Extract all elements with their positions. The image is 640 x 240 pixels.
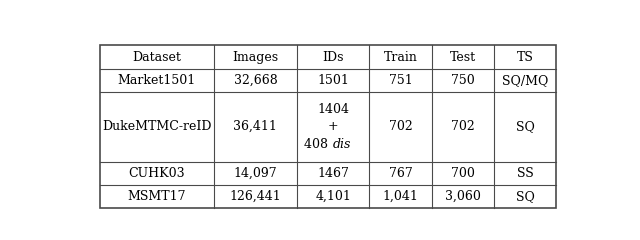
Text: 408: 408 [305, 138, 332, 151]
Text: 702: 702 [451, 120, 475, 133]
Text: SQ/MQ: SQ/MQ [502, 74, 548, 87]
Text: TS: TS [516, 51, 534, 64]
Text: 36,411: 36,411 [234, 120, 277, 133]
Text: 126,441: 126,441 [230, 190, 281, 203]
Text: CUHK03: CUHK03 [129, 167, 185, 180]
Text: 3,060: 3,060 [445, 190, 481, 203]
Bar [100, 45, 556, 208]
Text: IDs: IDs [323, 51, 344, 64]
Text: 750: 750 [451, 74, 475, 87]
Text: Images: Images [232, 51, 278, 64]
Text: Test: Test [450, 51, 476, 64]
Text: 4,101: 4,101 [316, 190, 351, 203]
Text: Train: Train [383, 51, 417, 64]
Text: 1501: 1501 [317, 74, 349, 87]
Text: 14,097: 14,097 [234, 167, 277, 180]
Text: SQ: SQ [516, 120, 534, 133]
Text: Market1501: Market1501 [118, 74, 196, 87]
Text: 32,668: 32,668 [234, 74, 277, 87]
Text: SS: SS [516, 167, 533, 180]
Text: 751: 751 [388, 74, 412, 87]
Text: MSMT17: MSMT17 [127, 190, 186, 203]
Text: 1404: 1404 [317, 103, 349, 116]
Text: 1,041: 1,041 [383, 190, 419, 203]
Text: dis: dis [332, 138, 351, 151]
Text: +: + [328, 120, 339, 133]
Text: 1467: 1467 [317, 167, 349, 180]
Text: 700: 700 [451, 167, 475, 180]
Text: 767: 767 [388, 167, 412, 180]
Text: SQ: SQ [516, 190, 534, 203]
Text: DukeMTMC-reID: DukeMTMC-reID [102, 120, 212, 133]
Text: 702: 702 [388, 120, 412, 133]
Text: Dataset: Dataset [132, 51, 181, 64]
